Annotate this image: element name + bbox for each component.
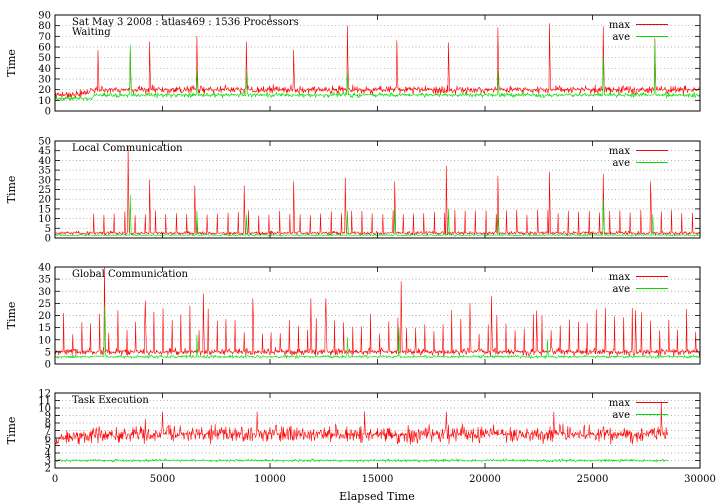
panel-1-ytick-label-6: 30: [38, 175, 51, 186]
panel-3-ytick-label-6: 8: [45, 419, 51, 430]
panel-0-ytick-label-5: 50: [38, 53, 51, 64]
panel-1-legend-label-ave: ave: [612, 158, 630, 169]
panel-3-ytick-label-8: 10: [38, 404, 51, 415]
panel-1-series-ave-line: [54, 195, 701, 237]
panel-3-xtick-label-5: 25000: [577, 474, 609, 485]
panel-0-title: Sat May 3 2008 : atlas469 : 1536 Process…: [72, 17, 299, 28]
panel-0-ytick-label-8: 80: [38, 21, 51, 32]
panel-2-legend-label-ave: ave: [612, 284, 630, 295]
panel-3-ytick-label-9: 11: [38, 396, 51, 407]
panel-3-xtick-label-0: 0: [52, 474, 58, 485]
panel-3-xtick-label-3: 15000: [362, 474, 394, 485]
panel-0-ytick-label-0: 0: [45, 107, 51, 118]
panel-3-legend-label-ave: ave: [612, 410, 630, 421]
panel-3-title: Task Execution: [72, 395, 149, 406]
panel-1-ytick-label-2: 10: [38, 214, 51, 225]
panel-1-ytick-label-7: 35: [38, 166, 51, 177]
panel-2-ytick-label-5: 25: [38, 299, 51, 310]
panel-3-ytick-label-1: 3: [45, 456, 51, 467]
panel-3-ytick-label-2: 4: [45, 449, 51, 460]
panel-0-ytick-label-6: 60: [38, 43, 51, 54]
panel-3-legend-label-max: max: [609, 398, 630, 409]
panel-1-ytick-label-1: 5: [45, 224, 51, 235]
panel-2-ytick-label-4: 20: [38, 311, 51, 322]
panel-1-y-axis-title: Time: [5, 176, 18, 204]
panel-3-ytick-label-3: 5: [45, 441, 51, 452]
panel-2-title: Global Communication: [72, 269, 188, 280]
panel-2-series-max-line: [54, 266, 701, 357]
panel-1-ytick-label-3: 15: [38, 204, 51, 215]
panel-3-ytick-label-5: 7: [45, 426, 51, 437]
x-axis-title: Elapsed Time: [339, 490, 415, 503]
panel-3-series-ave-line: [54, 458, 668, 463]
panel-2-ytick-label-0: 0: [45, 360, 51, 371]
panel-3-series-max-line: [54, 401, 669, 445]
panel-0-ytick-label-1: 10: [38, 96, 51, 107]
panel-0-ytick-label-9: 90: [38, 11, 51, 22]
panel-2-ytick-label-1: 5: [45, 347, 51, 358]
panel-0-ytick-label-7: 70: [38, 32, 51, 43]
panel-3-y-axis-title: Time: [5, 417, 18, 445]
panel-0-y-axis-title: Time: [5, 49, 18, 77]
panel-0-ytick-label-3: 30: [38, 75, 51, 86]
panel-0-ytick-label-2: 20: [38, 85, 51, 96]
panel-0-legend-label-max: max: [609, 20, 630, 31]
panel-0-subtitle: Waiting: [72, 27, 111, 38]
panel-3-xtick-label-1: 5000: [150, 474, 175, 485]
panel-3-ytick-label-10: 12: [38, 389, 51, 400]
panel-0-series-ave-line: [54, 41, 701, 101]
panel-1-ytick-label-4: 20: [38, 195, 51, 206]
panel-0-legend-label-ave: ave: [612, 32, 630, 43]
panel-0-series-max-line: [54, 23, 701, 99]
panel-1-ytick-label-0: 0: [45, 234, 51, 245]
panel-2-ytick-label-6: 30: [38, 287, 51, 298]
panel-1-title: Local Communication: [72, 143, 183, 154]
panel-2-series-ave-line: [54, 305, 701, 359]
panel-1-ytick-label-5: 25: [38, 185, 51, 196]
panel-3-xtick-label-4: 20000: [469, 474, 501, 485]
panel-1-legend-label-max: max: [609, 146, 630, 157]
panel-0-ytick-label-4: 40: [38, 64, 51, 75]
panel-3-xtick-label-2: 10000: [254, 474, 286, 485]
panel-2-legend-label-max: max: [609, 272, 630, 283]
panel-3-ytick-label-7: 9: [45, 411, 51, 422]
panel-2-ytick-label-3: 15: [38, 323, 51, 334]
panel-3-xtick-label-6: 30000: [684, 474, 716, 485]
panel-2-ytick-label-2: 10: [38, 335, 51, 346]
panel-2-ytick-label-8: 40: [38, 263, 51, 274]
panel-1-ytick-label-8: 40: [38, 156, 51, 167]
panel-3-ytick-label-4: 6: [45, 434, 51, 445]
panel-1-ytick-label-10: 50: [38, 137, 51, 148]
panel-2-y-axis-title: Time: [5, 302, 18, 330]
panel-3-ytick-label-0: 2: [45, 464, 51, 475]
panel-2-ytick-label-7: 35: [38, 275, 51, 286]
panel-1-ytick-label-9: 45: [38, 146, 51, 157]
